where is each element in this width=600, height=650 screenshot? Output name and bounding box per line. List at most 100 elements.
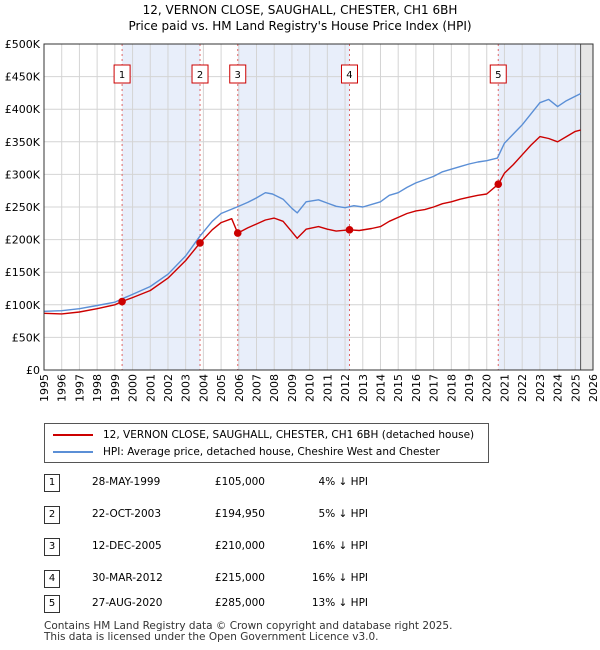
y-tick-label: £100K [5,299,41,312]
y-tick-label: £300K [5,168,41,181]
sale-marker-lines: 1 2 3 4 5 [113,44,582,370]
chart-title-line1: 12, VERNON CLOSE, SAUGHALL, CHESTER, CH1… [143,3,458,17]
x-tick-label: 2010 [304,374,317,402]
sale-hpi-diff: 5% ↓ HPI [318,508,368,520]
y-tick-label: £150K [5,266,41,279]
footer-copyright: Contains HM Land Registry data © Crown c… [44,620,453,632]
footer-licence: This data is licensed under the Open Gov… [44,631,379,643]
plot-frame [43,43,594,371]
sale-number-badge: 3 [44,538,60,556]
sale-marker-label: 5 [495,70,501,81]
legend-label-hpi: HPI: Average price, detached house, Ches… [103,446,440,458]
sale-date: 22-OCT-2003 [92,508,161,520]
x-tick-label: 2001 [144,374,157,402]
x-tick-label: 2021 [498,374,511,402]
y-tick-label: £500K [5,38,41,51]
sale-points [118,180,503,306]
x-tick-label: 1996 [56,374,69,402]
sale-number-badge: 4 [44,570,60,588]
sale-price: £215,000 [214,572,265,584]
x-tick-label: 2011 [321,374,334,402]
x-tick-label: 2019 [463,374,476,402]
legend-item-hpi: HPI: Average price, detached house, Ches… [53,446,440,458]
sale-date: 12-DEC-2005 [92,540,162,552]
y-tick-label: £450K [5,71,41,84]
x-tick-label: 2014 [374,374,387,402]
x-tick-label: 2003 [180,374,193,402]
x-tick-label: 2006 [233,374,246,402]
x-tick-label: 1997 [73,374,86,402]
x-tick-label: 2007 [251,374,264,402]
sale-date: 28-MAY-1999 [92,476,161,488]
sale-price: £194,950 [214,508,265,520]
x-tick-label: 2004 [197,374,210,402]
x-tick-label: 1998 [91,374,104,402]
sale-number-badge: 5 [44,595,60,613]
sale-marker-box [113,64,131,84]
y-tick-label: £0 [26,364,40,377]
x-tick-label: 2024 [552,374,565,402]
chart-title-line2: Price paid vs. HM Land Registry's House … [128,19,471,33]
sale-number-badge: 1 [44,474,60,492]
x-tick-label: 2013 [357,374,370,402]
sale-marker-label: 4 [346,70,352,81]
table-row: 3 12-DEC-2005 £210,000 16% ↓ HPI [0,538,600,558]
sale-price: £210,000 [214,540,265,552]
sale-hpi-diff: 13% ↓ HPI [311,597,368,609]
legend-item-property: 12, VERNON CLOSE, SAUGHALL, CHESTER, CH1… [53,429,474,441]
legend: 12, VERNON CLOSE, SAUGHALL, CHESTER, CH1… [44,423,489,463]
sale-hpi-diff: 16% ↓ HPI [311,572,368,584]
axes: £0 £50K £100K £150K £200K £250K £300K £350K £400… [5,38,600,402]
sale-marker-label: 2 [197,70,203,81]
x-tick-label: 1995 [38,374,51,402]
x-tick-label: 2017 [428,374,441,402]
red-line-swatch [53,434,93,436]
sale-point [494,180,503,188]
y-tick-label: £200K [5,234,41,247]
sale-hpi-diff: 4% ↓ HPI [318,476,368,488]
sale-date: 30-MAR-2012 [92,572,163,584]
x-tick-label: 2020 [481,374,494,402]
y-tick-label: £250K [5,201,41,214]
sale-marker-box [340,64,358,84]
x-tick-label: 2018 [445,374,458,402]
sale-price: £285,000 [214,597,265,609]
sale-hpi-diff: 16% ↓ HPI [311,540,368,552]
x-tick-label: 2005 [215,374,228,402]
hpi-line [43,92,581,312]
price-chart: 12, VERNON CLOSE, SAUGHALL, CHESTER, CH1… [5,3,600,402]
y-tick-label: £50K [12,331,41,344]
table-row: 5 27-AUG-2020 £285,000 13% ↓ HPI [0,595,600,615]
table-row: 1 28-MAY-1999 £105,000 4% ↓ HPI [0,474,600,494]
sale-point [233,229,242,237]
sale-date: 27-AUG-2020 [92,597,163,609]
sale-point [196,239,204,247]
table-row: 2 22-OCT-2003 £194,950 5% ↓ HPI [0,506,600,526]
legend-label-property: 12, VERNON CLOSE, SAUGHALL, CHESTER, CH1… [103,429,475,441]
x-tick-label: 2022 [516,374,529,402]
y-tick-label: £400K [5,103,41,116]
table-row: 4 30-MAR-2012 £215,000 16% ↓ HPI [0,570,600,590]
x-tick-label: 2016 [410,374,423,402]
x-tick-label: 2002 [162,374,175,402]
x-tick-label: 1999 [109,374,122,402]
x-tick-label: 2015 [392,374,405,402]
sale-price: £105,000 [214,476,265,488]
x-tick-label: 2025 [569,374,582,402]
sale-marker-box [229,64,247,84]
sale-number-badge: 2 [44,506,60,524]
x-tick-label: 2012 [339,374,352,402]
sale-point [118,297,126,306]
sale-marker-label: 1 [119,70,125,81]
y-tick-label: £350K [5,136,41,149]
sale-marker-box [191,64,209,84]
x-tick-label: 2023 [534,374,547,402]
sale-point [345,226,354,234]
sale-marker-label: 3 [235,70,241,81]
x-tick-label: 2026 [587,374,600,402]
blue-line-swatch [53,451,93,453]
x-tick-label: 2009 [286,374,299,402]
sale-marker-box [489,64,507,84]
x-tick-label: 2000 [127,374,140,402]
x-tick-label: 2008 [268,374,281,402]
